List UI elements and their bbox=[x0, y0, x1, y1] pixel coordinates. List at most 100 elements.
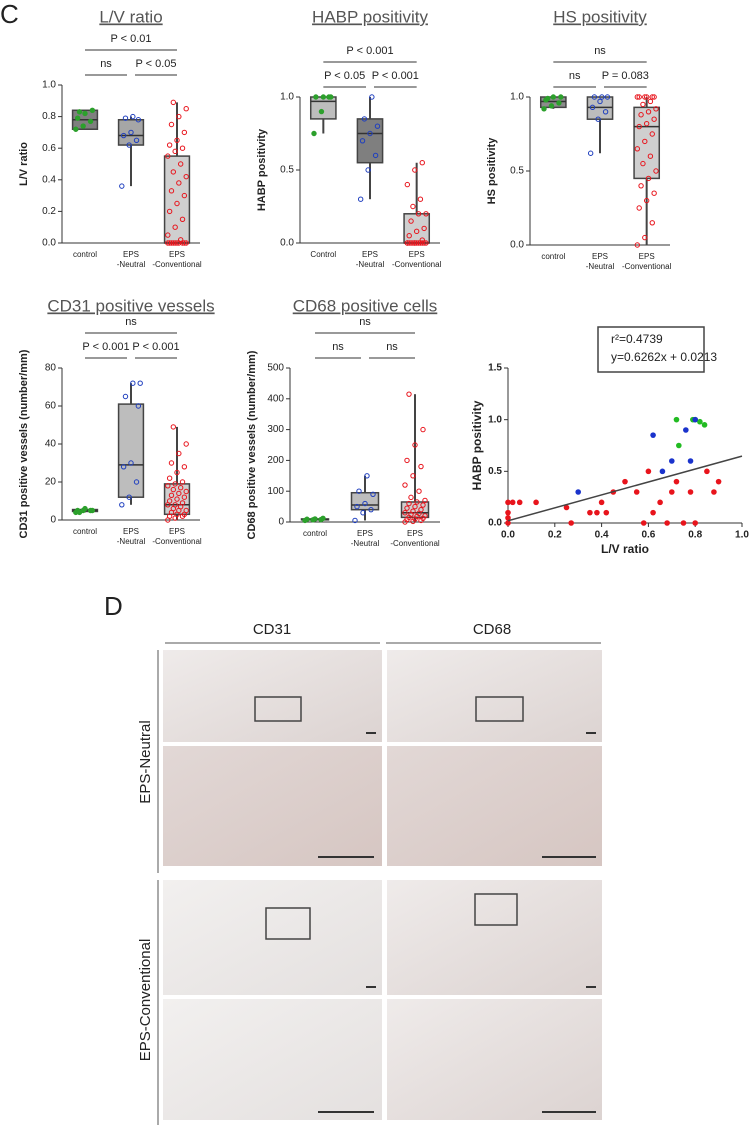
data-point bbox=[647, 98, 654, 105]
x-tick-label: 1.0 bbox=[735, 530, 749, 541]
y-axis-label: CD68 positive vessels (number/mm) bbox=[246, 350, 258, 539]
data-point bbox=[82, 505, 88, 512]
data-point bbox=[412, 442, 418, 448]
significance-label: P < 0.001 bbox=[82, 341, 129, 353]
data-point bbox=[74, 115, 81, 121]
data-point bbox=[419, 160, 425, 166]
data-point bbox=[312, 516, 318, 522]
data-point bbox=[673, 478, 680, 485]
data-point bbox=[181, 129, 188, 136]
y-tick-label: 40 bbox=[45, 439, 57, 450]
data-point bbox=[420, 502, 426, 508]
y-tick-label: 0.6 bbox=[42, 143, 56, 154]
x-axis-label: L/V ratio bbox=[601, 542, 649, 556]
data-point bbox=[633, 489, 640, 495]
significance-label: P < 0.001 bbox=[132, 341, 179, 353]
data-point bbox=[599, 94, 605, 100]
data-point bbox=[643, 94, 650, 100]
data-point bbox=[545, 95, 551, 102]
data-point bbox=[622, 478, 628, 485]
chart-title: CD31 positive vessels bbox=[47, 296, 214, 315]
x-tick-label: Control bbox=[310, 250, 336, 259]
data-point bbox=[165, 483, 171, 489]
data-point bbox=[168, 240, 175, 246]
data-point bbox=[422, 513, 428, 519]
data-point bbox=[640, 160, 646, 167]
data-point bbox=[179, 145, 186, 151]
data-point bbox=[638, 112, 644, 118]
data-point bbox=[692, 520, 698, 526]
y-axis-label: HABP positivity bbox=[470, 400, 484, 490]
x-tick-label: -Neutral bbox=[117, 537, 146, 546]
data-point bbox=[165, 232, 171, 238]
data-point bbox=[367, 130, 373, 137]
data-point bbox=[634, 242, 641, 248]
data-point bbox=[183, 507, 189, 514]
data-point bbox=[76, 509, 83, 516]
data-point bbox=[359, 138, 366, 144]
box bbox=[356, 118, 384, 164]
data-point bbox=[172, 240, 178, 246]
data-point bbox=[168, 188, 175, 194]
y-axis-label: CD31 positive vessels (number/mm) bbox=[18, 349, 30, 538]
data-point bbox=[416, 488, 422, 494]
significance-label: P < 0.001 bbox=[346, 45, 393, 57]
data-point bbox=[636, 94, 642, 100]
data-point bbox=[370, 491, 376, 497]
data-point bbox=[651, 190, 657, 196]
x-tick-label: EPS bbox=[123, 250, 139, 259]
data-point bbox=[170, 169, 177, 175]
data-point bbox=[313, 94, 319, 100]
x-tick-label: -Conventional bbox=[152, 260, 202, 269]
data-point bbox=[657, 499, 663, 506]
data-point bbox=[361, 116, 368, 122]
significance-label: ns bbox=[594, 45, 606, 57]
data-point bbox=[183, 240, 189, 246]
data-point bbox=[421, 225, 427, 232]
data-point bbox=[166, 208, 173, 215]
data-point bbox=[181, 464, 188, 470]
x-tick-label: EPS bbox=[362, 250, 378, 259]
y-tick-label: 300 bbox=[267, 424, 284, 435]
data-point bbox=[412, 167, 418, 173]
data-point bbox=[174, 200, 180, 207]
x-tick-label: EPS bbox=[357, 529, 373, 538]
data-point bbox=[412, 240, 418, 246]
data-point bbox=[587, 150, 594, 156]
data-point bbox=[177, 485, 184, 491]
data-point bbox=[170, 240, 177, 246]
data-point bbox=[640, 101, 646, 108]
x-tick-label: EPS bbox=[123, 527, 139, 536]
data-point bbox=[183, 106, 189, 112]
data-point bbox=[645, 109, 652, 115]
data-point bbox=[119, 183, 125, 189]
data-point bbox=[404, 240, 411, 246]
data-point bbox=[406, 240, 412, 246]
chart-title: HS positivity bbox=[553, 7, 647, 26]
x-tick-label: -Neutral bbox=[586, 262, 615, 271]
y-tick-label: 0.0 bbox=[488, 518, 502, 529]
data-point bbox=[418, 506, 424, 513]
data-point bbox=[636, 123, 642, 130]
data-point bbox=[650, 432, 656, 438]
data-point bbox=[365, 167, 371, 173]
data-point bbox=[179, 500, 186, 506]
data-point bbox=[651, 116, 657, 122]
micrographs: CD31 CD68 EPS-Neutral EPS-Conventional bbox=[137, 621, 602, 1125]
data-point bbox=[645, 175, 652, 182]
significance-label: ns bbox=[569, 70, 581, 82]
data-point bbox=[659, 468, 666, 475]
data-point bbox=[404, 505, 410, 511]
data-point bbox=[179, 479, 186, 485]
x-tick-label: control bbox=[303, 529, 327, 538]
data-point bbox=[642, 94, 648, 100]
data-point bbox=[505, 509, 511, 516]
data-point bbox=[165, 240, 171, 246]
data-point bbox=[653, 106, 659, 112]
data-point bbox=[73, 126, 79, 132]
data-point bbox=[172, 481, 178, 487]
data-point bbox=[130, 380, 136, 386]
data-point bbox=[414, 499, 420, 505]
x-tick-label: -Conventional bbox=[392, 260, 442, 269]
x-tick-label: EPS bbox=[592, 252, 608, 261]
